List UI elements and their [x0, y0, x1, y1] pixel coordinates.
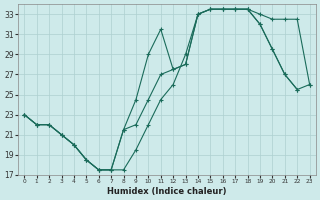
X-axis label: Humidex (Indice chaleur): Humidex (Indice chaleur): [107, 187, 227, 196]
